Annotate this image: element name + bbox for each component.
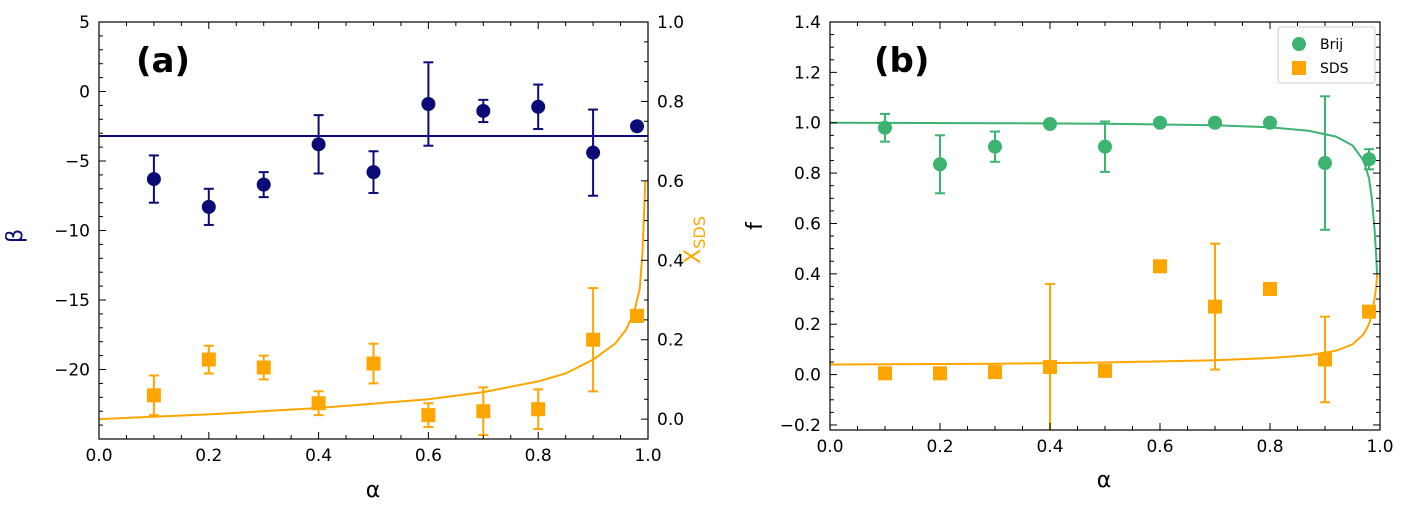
panel-a: (a) α β XSDS 0.0 0.2 0.4 0.6 0.8 1.0 5 0 −5 −10 −1… [3, 13, 709, 503]
panel-a-s1-point [630, 308, 645, 323]
panel-a-xtick-label: 1.0 [634, 446, 661, 466]
panel-b-s0-point [1153, 115, 1167, 130]
panel-a-s0-point [630, 119, 645, 134]
panel-a-plot-area [99, 61, 648, 437]
legend: Brij SDS [1277, 26, 1376, 84]
panel-b-s1-point [933, 366, 947, 381]
panel-a-s0-point [146, 172, 161, 187]
panel-a-s0-point [311, 137, 326, 152]
panel-b-ytick-label: 0.8 [794, 164, 821, 184]
panel-a-ytick-label: −20 [54, 361, 90, 381]
panel-b-s1-point [1362, 304, 1376, 319]
panel-b-xtick-label: 0.6 [1146, 437, 1173, 457]
panel-a-xlabel: α [366, 478, 381, 503]
panel-a-y2tick-label: 0.4 [657, 251, 684, 271]
panel-a-xtick-label: 0.6 [415, 446, 442, 466]
panel-b-xtick-label: 1.0 [1366, 437, 1393, 457]
panel-b-s1-point [1263, 281, 1277, 296]
panel-a-y2label-sub: SDS [690, 216, 709, 249]
panel-b-s0-point [933, 157, 947, 172]
panel-b-s0-point [988, 139, 1002, 154]
panel-b-s0-point [1043, 117, 1057, 131]
panel-a-ytick-label: −5 [65, 152, 90, 172]
panel-a-s1-point [476, 404, 491, 419]
panel-b-ytick-label: 1.4 [794, 13, 821, 33]
panel-a-ytick-label: −10 [54, 222, 90, 242]
panel-a-y2tick-label: 1.0 [657, 13, 684, 33]
panel-b: (b) α f 0.0 0.2 0.4 0.6 0.8 1.0−0.20.00.20.40… [743, 13, 1394, 493]
panel-b-s0-point [1318, 156, 1332, 171]
panel-a-s0-point [531, 99, 546, 114]
panel-b-ytick-label: 1.2 [794, 63, 821, 83]
panel-b-s0-point [878, 120, 892, 135]
legend-brij-marker [1292, 37, 1306, 51]
panel-b-ytick-label: 0.6 [794, 214, 821, 234]
panel-a-s1-point [201, 352, 216, 367]
panel-b-ytick-label: −0.2 [780, 416, 821, 436]
panel-a-xtick-label: 0.0 [85, 446, 112, 466]
panel-a-ytick-label: 0 [79, 83, 90, 103]
panel-a-xtick-label: 0.4 [305, 446, 332, 466]
panel-b-plot-area [830, 95, 1379, 430]
panel-b-s0-point [1098, 139, 1112, 154]
panel-a-s1-point [586, 332, 601, 347]
panel-a-ytick-label: −15 [54, 291, 90, 311]
panel-b-s1-point [1043, 360, 1057, 375]
panel-a-s0-point [256, 177, 271, 192]
panel-a-xtick-label: 0.8 [525, 446, 552, 466]
legend-brij-label: Brij [1320, 37, 1343, 53]
panel-a-y2tick-label: 0.8 [657, 92, 684, 112]
panel-b-xtick-label: 0.2 [926, 437, 953, 457]
panel-a-s1-point [311, 396, 326, 411]
panel-a-s0-point [366, 165, 381, 180]
panel-a-s1-point [531, 402, 546, 417]
panel-b-s1-point [878, 366, 892, 381]
panel-b-s0-point [1208, 115, 1222, 130]
panel-a-s0-point [201, 199, 216, 214]
panel-a-y2label-main: X [681, 249, 706, 264]
panel-a-y2tick-label: 0.2 [657, 331, 684, 351]
panel-b-s1-point [1318, 352, 1332, 367]
panel-b-xtick-label: 0.4 [1036, 437, 1063, 457]
panel-a-y2tick-label: 0.0 [657, 410, 684, 430]
panel-a-s1-point [146, 388, 161, 403]
panel-b-xtick-label: 0.8 [1256, 437, 1283, 457]
panel-a-s1-point [256, 360, 271, 375]
panel-a-ylabel: β [3, 229, 28, 243]
panel-a-xtick-label: 0.2 [195, 446, 222, 466]
panel-a-y2label: XSDS [681, 216, 709, 264]
legend-sds-label: SDS [1320, 61, 1349, 77]
panel-b-xlabel: α [1097, 468, 1112, 493]
panel-b-fit-curve-1 [830, 273, 1379, 366]
panel-b-s1-point [1208, 299, 1222, 314]
panel-a-s1-point [421, 408, 436, 423]
panel-a-y2tick-label: 0.6 [657, 172, 684, 192]
panel-a-tag: (a) [136, 41, 190, 81]
panel-b-ytick-label: 0.4 [794, 265, 821, 285]
panel-b-xtick-label: 0.0 [816, 437, 843, 457]
panel-a-s1-point [366, 356, 381, 371]
panel-b-s1-point [988, 365, 1002, 380]
panel-b-s1-point [1098, 363, 1112, 378]
panel-a-s0-point [476, 103, 491, 118]
panel-b-ylabel: f [743, 221, 768, 230]
panel-b-ytick-label: 0.0 [794, 366, 821, 386]
panel-a-fit-curve-1 [99, 180, 647, 421]
panel-b-s0-point [1263, 115, 1277, 130]
panel-b-s0-point [1362, 152, 1376, 167]
panel-a-s0-point [421, 97, 436, 112]
panel-b-ytick-label: 0.2 [794, 315, 821, 335]
panel-a-ytick-label: 5 [79, 13, 90, 33]
panel-b-tag: (b) [874, 41, 929, 81]
panel-b-ytick-label: 1.0 [794, 114, 821, 134]
panel-b-s1-point [1153, 259, 1167, 274]
legend-sds-marker [1292, 61, 1306, 75]
panel-a-s0-point [586, 145, 601, 160]
